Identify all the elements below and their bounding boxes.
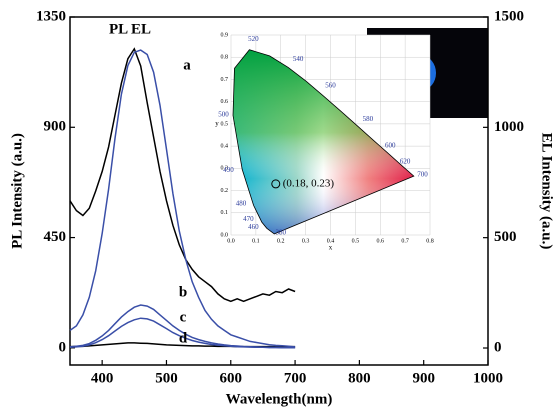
y2-tick-label: 1500	[494, 8, 524, 24]
x-tick-label: 900	[412, 370, 435, 386]
wavelength-label: 520	[248, 35, 259, 43]
y2-tick-label: 1000	[494, 119, 524, 135]
y-tick-label: 900	[44, 119, 67, 135]
spectrum-line	[69, 49, 296, 348]
spectrum-line	[69, 47, 296, 303]
x-tick-label: 500	[155, 370, 178, 386]
inset-y-tick-label: 0.3	[221, 166, 229, 172]
wavelength-label: 620	[400, 157, 411, 165]
cie-gamut-shade	[232, 49, 415, 235]
x-tick-label: 700	[284, 370, 307, 386]
inset-x-tick-label: 0.7	[401, 238, 409, 244]
wavelength-label: 500	[218, 111, 229, 119]
y-axis-label: PL Intensity (a.u.)	[9, 133, 25, 249]
y2-tick-label: 0	[494, 339, 502, 355]
y2-tick-label: 500	[494, 229, 517, 245]
annotation: b	[179, 284, 187, 300]
inset-x-tick-label: 0.2	[277, 238, 285, 244]
x-axis-label: Wavelength(nm)	[226, 391, 333, 407]
inset-x-tick-label: 0.0	[227, 238, 235, 244]
wavelength-label: 700	[417, 171, 428, 179]
wavelength-label: 600	[385, 142, 396, 150]
x-tick-label: 400	[91, 370, 114, 386]
plot-frame	[69, 16, 489, 366]
inset-y-tick-label: 0.9	[221, 32, 229, 38]
inset-x-tick-label: 0.8	[426, 238, 434, 244]
inset-x-tick-label: 0.6	[377, 238, 385, 244]
inset-y-label: y	[215, 119, 219, 127]
wavelength-label: 560	[325, 82, 336, 90]
wavelength-label: 540	[293, 55, 304, 63]
inset-x-tick-label: 0.1	[252, 238, 260, 244]
annotation: c	[180, 309, 187, 325]
y-tick-label: 1350	[36, 8, 66, 24]
y2-axis-label: EL Intensity (a.u.)	[539, 133, 555, 250]
inset-x-tick-label: 0.3	[302, 238, 310, 244]
spectrum-line	[69, 317, 296, 349]
inset-y-tick-label: 0.6	[221, 99, 229, 105]
wavelength-label: 380	[276, 228, 287, 236]
inset-x-label: x	[329, 244, 333, 252]
wavelength-label: 490	[223, 166, 234, 174]
cie-point-label: (0.18, 0.23)	[283, 177, 335, 189]
inset-y-tick-label: 0.7	[221, 77, 229, 83]
wavelength-label: 460	[248, 223, 259, 231]
inset-y-tick-label: 0.2	[221, 188, 229, 194]
y-tick-label: 0	[59, 339, 67, 355]
annotation: PL EL	[109, 21, 151, 37]
annotation: d	[179, 330, 188, 346]
wavelength-label: 580	[363, 115, 374, 123]
wavelength-label: 470	[243, 215, 254, 223]
cie-point	[271, 179, 281, 189]
inset-y-tick-label: 0.1	[221, 210, 229, 216]
y-tick-label: 450	[44, 229, 67, 245]
annotation: a	[183, 57, 191, 73]
wavelength-label: 480	[236, 199, 247, 207]
inset-y-tick-label: 0.8	[221, 55, 229, 61]
x-tick-label: 1000	[473, 370, 503, 386]
x-tick-label: 600	[220, 370, 243, 386]
x-tick-label: 800	[348, 370, 371, 386]
inset-x-tick-label: 0.5	[352, 238, 360, 244]
inset-y-tick-label: 0.5	[221, 121, 229, 127]
inset-y-tick-label: 0.0	[221, 232, 229, 238]
inset-y-tick-label: 0.4	[221, 143, 229, 149]
inset-x-tick-label: 0.4	[327, 238, 335, 244]
